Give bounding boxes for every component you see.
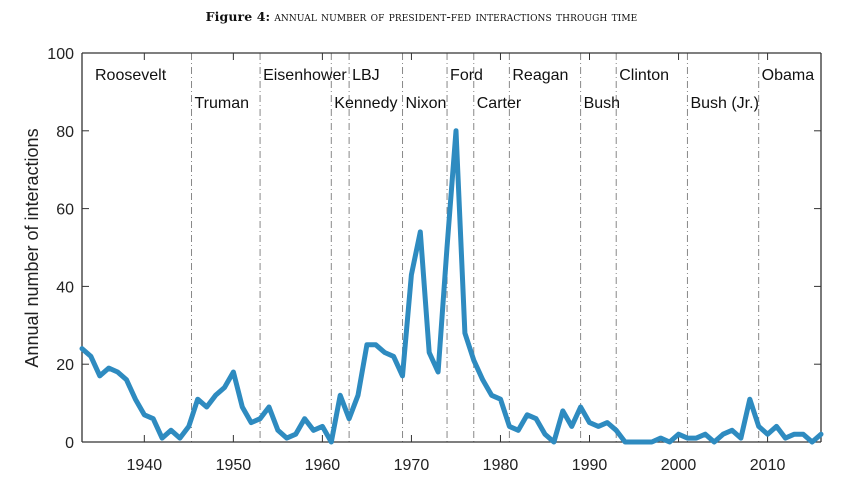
- data-series: [79, 128, 824, 445]
- president-label: Clinton: [619, 67, 669, 84]
- x-tick-label: 2000: [661, 457, 697, 474]
- y-tick-label: 40: [56, 279, 74, 296]
- y-axis-label: Annual number of interactions: [22, 128, 42, 367]
- axes: 1940 1950 1960 1970 1980 1990 2000 2010 0 20 40 60 8…: [47, 46, 822, 474]
- x-tick-label: 2010: [750, 457, 786, 474]
- x-tick-label: 1990: [572, 457, 608, 474]
- president-labels: Roosevelt Truman Eisenhower Kennedy LBJ Nixon…: [95, 67, 814, 112]
- series-line: [79, 128, 824, 445]
- president-label: Ford: [450, 67, 483, 84]
- president-label: Truman: [195, 95, 250, 112]
- president-label: Roosevelt: [95, 67, 167, 84]
- president-label: Kennedy: [334, 95, 397, 112]
- figure-title: Figure 4: ANNUAL NUMBER OF PRESIDENT-FED…: [0, 9, 843, 25]
- x-tick-label: 1960: [305, 457, 341, 474]
- y-tick-label: 60: [56, 202, 74, 219]
- y-tick-label: 100: [47, 46, 74, 63]
- president-label: LBJ: [352, 67, 380, 84]
- president-label: Carter: [477, 95, 522, 112]
- x-tick-label: 1950: [216, 457, 252, 474]
- figure-caption: ANNUAL NUMBER OF PRESIDENT-FED INTERACTI…: [274, 10, 638, 25]
- president-label: Bush (Jr.): [690, 95, 758, 112]
- president-label: Nixon: [406, 95, 447, 112]
- president-label: Obama: [762, 67, 815, 84]
- president-label: Bush: [584, 95, 620, 112]
- president-boundaries: [191, 53, 760, 442]
- y-tick-label: 80: [56, 124, 74, 141]
- y-tick-label: 0: [65, 435, 74, 452]
- x-tick-label: 1980: [483, 457, 519, 474]
- y-tick-label: 20: [56, 357, 74, 374]
- president-label: Eisenhower: [263, 67, 347, 84]
- x-tick-label: 1970: [394, 457, 430, 474]
- president-label: Reagan: [512, 67, 568, 84]
- x-tick-label: 1940: [127, 457, 163, 474]
- figure-label: Figure 4:: [205, 9, 271, 24]
